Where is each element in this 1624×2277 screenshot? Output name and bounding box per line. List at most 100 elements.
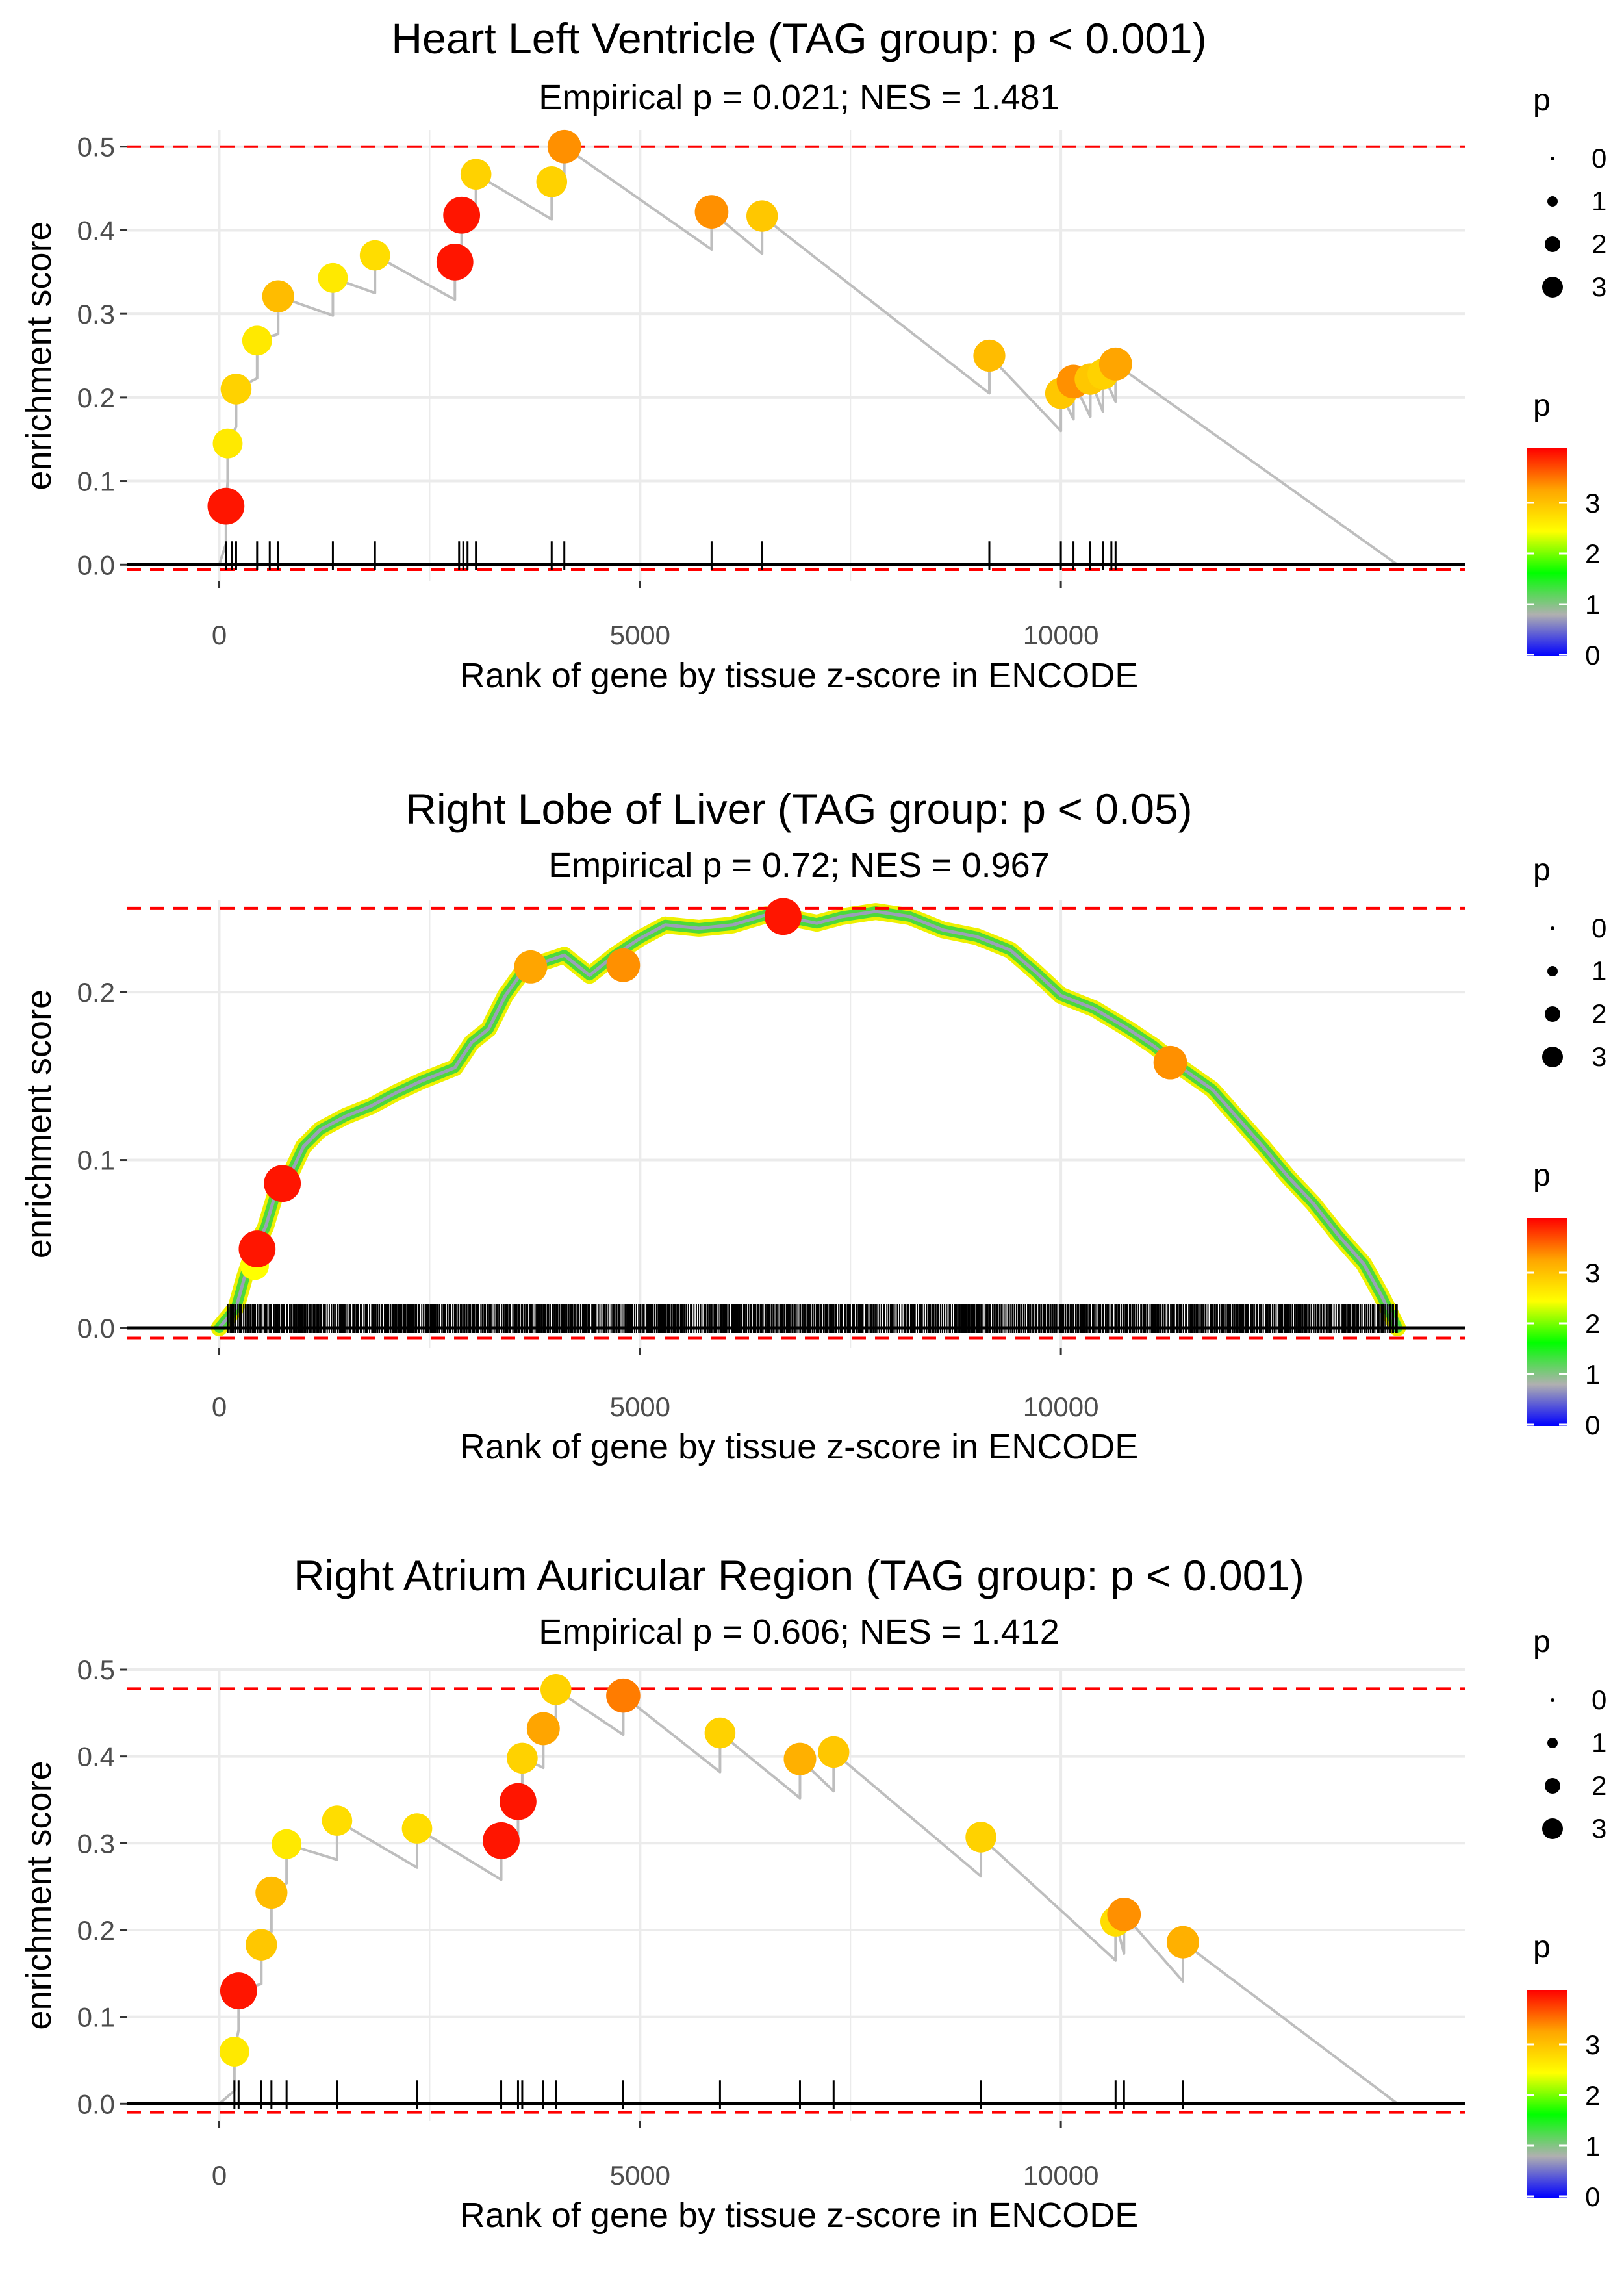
data-point [401,1813,433,1844]
size-legend-label: 2 [1592,1770,1606,1801]
size-legend-dot [1547,196,1558,207]
size-legend-dot [1545,1006,1560,1022]
color-legend-label: 0 [1585,2182,1600,2212]
size-legend-label: 1 [1592,1727,1606,1758]
y-tick-label: 0.4 [77,215,115,246]
data-point [483,1822,520,1859]
y-tick-label: 0.0 [77,2089,115,2119]
chart-subtitle: Empirical p = 0.606; NES = 1.412 [539,1612,1059,1651]
grid [127,130,1465,581]
data-point [1153,1045,1187,1080]
x-tick-label: 5000 [610,620,670,650]
data-point [765,898,802,935]
data-point [746,200,778,232]
chart-panel-3: Right Atrium Auricular Region (TAG group… [19,1551,1606,2235]
data-point [272,1829,302,1859]
x-axis-label: Rank of gene by tissue z-score in ENCODE [460,1427,1138,1466]
size-legend-title: p [1533,853,1551,887]
data-points [219,1673,1199,2067]
color-legend-label: 2 [1585,539,1600,569]
data-point [238,1230,276,1267]
chart-panel-2: Right Lobe of Liver (TAG group: p < 0.05… [19,785,1606,1466]
y-tick-label: 0.1 [77,466,115,497]
color-legend-title: p [1533,388,1551,423]
size-legend-title: p [1533,1625,1551,1659]
color-legend-label: 1 [1585,1359,1600,1390]
gene-rug [227,1304,1398,1333]
y-tick-label: 0.0 [77,1313,115,1343]
color-legend-label: 0 [1585,640,1600,670]
data-point [818,1736,850,1768]
y-tick-label: 0.1 [77,2002,115,2033]
color-legend-title: p [1533,1930,1551,1965]
data-point [540,1673,572,1705]
data-point [322,1805,353,1836]
y-tick-label: 0.5 [77,1655,115,1685]
grid [127,1668,1465,2121]
color-legend-bar [1527,448,1567,656]
data-point [220,374,252,405]
color-legend-bar [1527,1218,1567,1426]
data-point [514,950,548,984]
size-legend-label: 3 [1592,1041,1606,1072]
size-legend-dot [1547,1738,1558,1748]
data-point [460,159,492,190]
color-legend-label: 1 [1585,2131,1600,2161]
y-tick-label: 0.3 [77,1828,115,1859]
x-tick-label: 10000 [1023,2160,1099,2191]
y-tick-label: 0.5 [77,132,115,162]
y-axis-label: enrichment score [19,1761,58,2029]
size-legend-dot [1542,1047,1563,1067]
size-legend-dot [1551,1698,1554,1702]
x-tick-label: 0 [212,2160,227,2191]
size-legend-dot [1542,277,1563,298]
data-point [606,948,641,982]
size-legend-label: 2 [1592,999,1606,1029]
data-point [318,262,348,293]
color-legend-label: 3 [1585,488,1600,518]
data-points [207,129,1132,525]
y-tick-label: 0.2 [77,977,115,1008]
data-point [783,1742,817,1775]
data-point [606,1678,641,1713]
data-point [536,166,568,197]
size-legend-label: 3 [1592,1813,1606,1844]
color-legend-title: p [1533,1158,1551,1193]
curve-band [214,906,1403,1333]
data-point [359,240,390,271]
data-point [507,1742,538,1774]
chart-panel-1: Heart Left Ventricle (TAG group: p < 0.0… [19,14,1606,695]
size-legend-label: 3 [1592,272,1606,302]
data-point [1098,347,1132,381]
chart-title: Right Atrium Auricular Region (TAG group… [294,1551,1304,1599]
data-point [704,1717,736,1749]
size-legend-dot [1545,1778,1560,1794]
y-axis-label: enrichment score [19,221,58,490]
y-tick-label: 0.0 [77,550,115,580]
x-tick-label: 5000 [610,1392,670,1422]
data-point [246,1929,277,1961]
curve-halo [210,903,1406,1336]
y-tick-label: 0.4 [77,1742,115,1772]
x-tick-label: 0 [212,620,227,650]
x-axis-label: Rank of gene by tissue z-score in ENCODE [460,2196,1138,2235]
data-point [1166,1926,1199,1959]
data-point [219,2037,249,2067]
curve-line [218,145,1399,566]
data-point [255,1876,288,1909]
enrichment-curve [210,903,1406,1336]
x-tick-label: 10000 [1023,620,1099,650]
data-point [207,487,245,525]
size-legend-label: 1 [1592,956,1606,986]
data-point [436,243,474,281]
data-point [262,280,294,312]
curve-line [218,910,1399,1329]
color-legend-label: 3 [1585,2029,1600,2060]
data-point [500,1783,537,1820]
chart-subtitle: Empirical p = 0.72; NES = 0.967 [548,846,1049,885]
data-points [238,898,1187,1280]
y-axis-label: enrichment score [19,989,58,1258]
chart-title: Heart Left Ventricle (TAG group: p < 0.0… [391,14,1206,62]
